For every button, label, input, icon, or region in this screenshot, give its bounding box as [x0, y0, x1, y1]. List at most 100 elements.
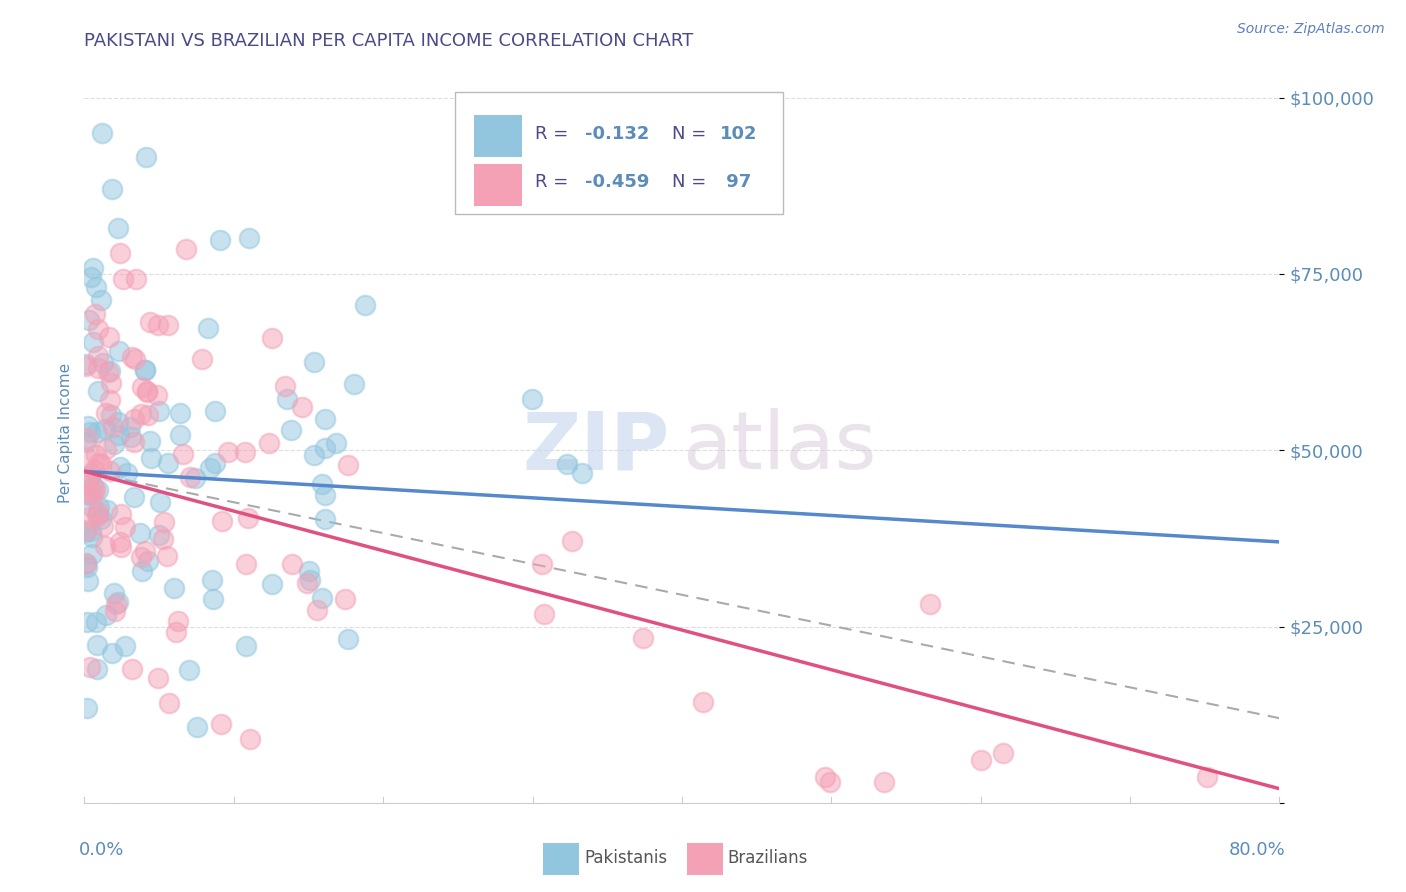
Point: [190, 351, 212, 366]
Point: [80, 530, 103, 544]
Point: [75, 359, 97, 374]
Point: [197, 321, 219, 335]
Point: [104, 604, 127, 618]
Point: [120, 419, 142, 434]
Point: [90, 293, 112, 307]
Text: atlas: atlas: [682, 409, 876, 486]
Point: [314, 512, 336, 526]
Point: [110, 540, 132, 554]
Point: [80, 500, 103, 514]
Point: [561, 534, 583, 549]
Point: [970, 753, 993, 767]
Point: [83, 307, 105, 321]
FancyBboxPatch shape: [686, 843, 723, 875]
Point: [86, 663, 108, 677]
Point: [87, 483, 110, 497]
Point: [257, 435, 280, 450]
Point: [98, 465, 121, 479]
Point: [100, 376, 122, 390]
Point: [103, 436, 125, 450]
Point: [343, 376, 366, 391]
Point: [75, 357, 97, 371]
Point: [75, 523, 97, 537]
Point: [353, 298, 375, 312]
Point: [76, 701, 98, 715]
Point: [291, 401, 314, 415]
Point: [83, 462, 105, 476]
Text: Brazilians: Brazilians: [727, 849, 807, 867]
Y-axis label: Per Capita Income: Per Capita Income: [58, 362, 73, 503]
Point: [153, 515, 176, 529]
Point: [274, 378, 297, 392]
Point: [75, 471, 97, 485]
Text: R =: R =: [534, 125, 568, 143]
Point: [533, 607, 555, 621]
Point: [298, 564, 321, 578]
Point: [110, 507, 132, 521]
Point: [134, 543, 156, 558]
Point: [135, 150, 157, 164]
Point: [108, 245, 131, 260]
Point: [84, 280, 107, 294]
FancyBboxPatch shape: [543, 843, 579, 875]
Text: 0.0%: 0.0%: [79, 840, 124, 859]
Text: PAKISTANI VS BRAZILIAN PER CAPITA INCOME CORRELATION CHART: PAKISTANI VS BRAZILIAN PER CAPITA INCOME…: [84, 32, 693, 50]
Point: [209, 717, 232, 731]
Point: [201, 573, 224, 587]
Point: [86, 349, 108, 363]
Point: [280, 423, 302, 437]
Point: [75, 435, 97, 450]
Point: [174, 242, 197, 256]
Point: [146, 388, 169, 402]
Point: [200, 460, 222, 475]
Point: [87, 384, 110, 398]
Point: [238, 511, 260, 525]
Point: [107, 595, 129, 609]
Point: [1197, 770, 1219, 784]
Point: [530, 558, 553, 572]
Point: [125, 272, 148, 286]
Point: [235, 640, 257, 654]
Point: [276, 392, 298, 406]
Point: [122, 412, 145, 426]
Point: [311, 591, 333, 606]
Point: [122, 490, 145, 504]
Point: [134, 363, 156, 377]
Point: [75, 557, 97, 571]
Point: [260, 577, 283, 591]
Point: [131, 564, 153, 578]
Point: [314, 488, 336, 502]
Point: [98, 364, 121, 378]
Point: [124, 351, 146, 366]
Point: [136, 384, 159, 398]
Point: [169, 428, 191, 442]
Point: [633, 632, 655, 646]
Point: [79, 425, 101, 439]
Point: [76, 450, 98, 465]
Point: [155, 549, 177, 563]
Point: [77, 312, 100, 326]
Point: [87, 508, 110, 523]
Point: [314, 442, 336, 456]
Point: [281, 558, 304, 572]
Point: [304, 355, 326, 369]
Point: [184, 470, 207, 484]
Point: [129, 526, 152, 541]
Point: [148, 527, 170, 541]
Point: [304, 448, 326, 462]
Point: [991, 746, 1014, 760]
Point: [918, 597, 941, 611]
Point: [94, 422, 117, 436]
Point: [80, 270, 103, 285]
Point: [139, 450, 162, 465]
Point: [100, 409, 122, 423]
Point: [131, 380, 153, 394]
Point: [139, 434, 162, 449]
Point: [86, 425, 108, 440]
Point: [152, 532, 174, 546]
Point: [818, 774, 841, 789]
Text: 102: 102: [720, 125, 758, 143]
Point: [77, 419, 100, 434]
Point: [107, 221, 129, 235]
Point: [134, 363, 156, 377]
